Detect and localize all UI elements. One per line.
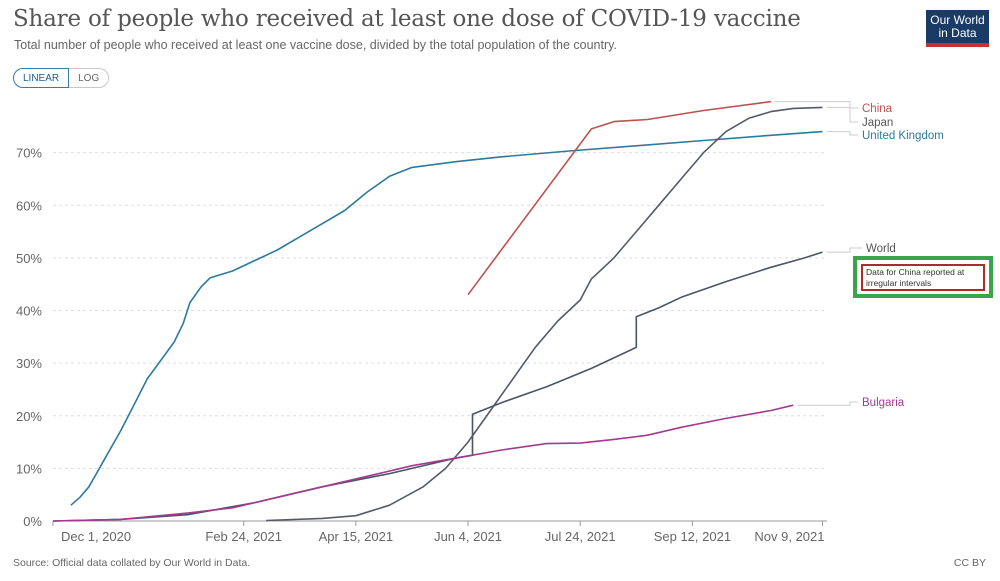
series-label-united-kingdom: United Kingdom bbox=[862, 130, 944, 142]
series-label-bulgaria: Bulgaria bbox=[862, 397, 905, 409]
linear-scale-button[interactable]: LINEAR bbox=[13, 68, 70, 88]
log-scale-button[interactable]: LOG bbox=[69, 68, 110, 88]
china-irregular-note: Data for China reported at irregular int… bbox=[861, 264, 985, 291]
label-leader-line bbox=[826, 131, 858, 136]
label-leader-line bbox=[797, 401, 858, 406]
y-tick-label: 40% bbox=[16, 304, 42, 319]
y-tick-label: 0% bbox=[23, 514, 42, 529]
logo-line-1: Our World bbox=[930, 13, 985, 27]
license-label[interactable]: CC BY bbox=[953, 557, 986, 569]
y-tick-label: 50% bbox=[16, 251, 42, 266]
label-leader-line bbox=[826, 247, 862, 253]
series-label-china: China bbox=[862, 103, 893, 115]
series-line-world bbox=[52, 251, 823, 522]
series-label-world: World bbox=[866, 243, 896, 255]
y-tick-label: 10% bbox=[16, 461, 42, 476]
x-tick-label: Apr 15, 2021 bbox=[319, 529, 393, 544]
label-leader-line bbox=[826, 106, 858, 123]
scale-toggle: LINEAR LOG bbox=[13, 68, 110, 88]
series-line-japan bbox=[266, 106, 823, 522]
x-tick-label: Feb 24, 2021 bbox=[205, 529, 282, 544]
x-tick-label: Jul 24, 2021 bbox=[545, 529, 616, 544]
x-tick-label: Nov 9, 2021 bbox=[754, 529, 824, 544]
logo-accent-bar bbox=[926, 43, 989, 47]
x-tick-label: Jun 4, 2021 bbox=[434, 529, 502, 544]
series-line-united-kingdom bbox=[70, 130, 823, 506]
label-leader-line bbox=[774, 101, 858, 109]
logo-line-2: in Data bbox=[938, 26, 977, 40]
y-tick-label: 30% bbox=[16, 356, 42, 371]
chart-subtitle: Total number of people who received at l… bbox=[14, 38, 617, 52]
source-note: Source: Official data collated by Our Wo… bbox=[13, 557, 251, 569]
chart-title: Share of people who received at least on… bbox=[13, 6, 801, 32]
x-tick-label: Sep 12, 2021 bbox=[654, 529, 731, 544]
annotation-highlight-box: Data for China reported at irregular int… bbox=[853, 256, 993, 298]
y-tick-label: 60% bbox=[16, 198, 42, 213]
y-tick-label: 70% bbox=[16, 146, 42, 161]
series-line-china bbox=[467, 100, 772, 296]
series-label-japan: Japan bbox=[862, 117, 893, 129]
series-line-bulgaria bbox=[52, 404, 794, 522]
y-tick-label: 20% bbox=[16, 409, 42, 424]
x-tick-label: Dec 1, 2020 bbox=[61, 529, 131, 544]
owid-logo[interactable]: Our World in Data bbox=[926, 10, 989, 47]
